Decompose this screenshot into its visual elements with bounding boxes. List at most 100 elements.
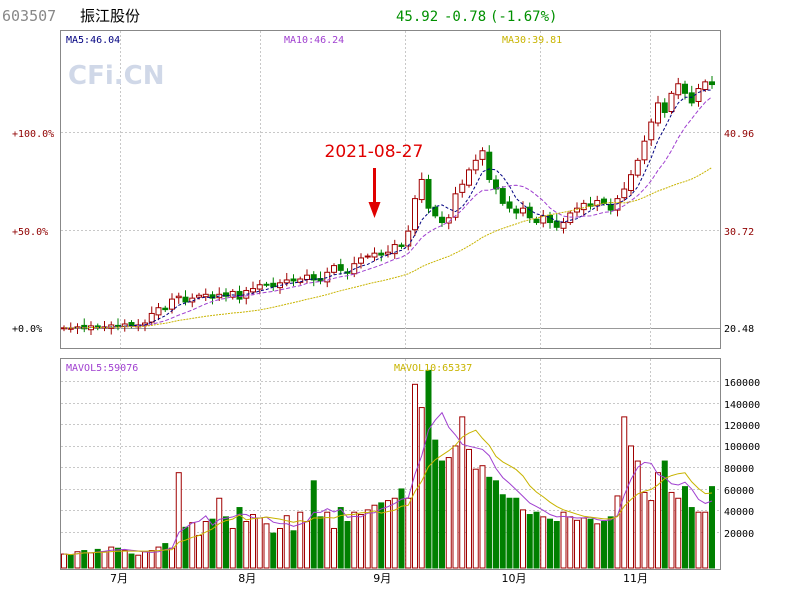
volume-bar-10 — [128, 553, 135, 569]
volume-bar-6 — [101, 551, 108, 569]
candle-body-77 — [580, 202, 587, 211]
candle-71 — [540, 209, 547, 228]
candle-body-40 — [331, 265, 337, 273]
candle-body-13 — [148, 312, 155, 323]
volume-bar-59 — [459, 416, 466, 569]
volume-bar-15 — [162, 543, 169, 569]
candle-9 — [121, 319, 128, 332]
volume-bar-21 — [202, 521, 209, 569]
vol-tick-100000: 100000 — [724, 442, 760, 453]
candle-24 — [223, 288, 229, 302]
volume-bar-3 — [81, 550, 88, 569]
candle-body-25 — [229, 290, 236, 298]
volume-bar-67 — [513, 497, 520, 569]
candle-body-79 — [594, 200, 601, 207]
candle-body-24 — [223, 292, 229, 297]
candle-body-84 — [628, 174, 634, 191]
volume-bar-11 — [135, 554, 142, 569]
candle-body-36 — [304, 274, 310, 280]
volume-bar-73 — [553, 521, 560, 569]
left-tick-100: +100.0% — [12, 129, 54, 140]
volume-bar-61 — [472, 468, 479, 569]
candle-73 — [553, 214, 560, 231]
volume-bar-82 — [614, 495, 621, 569]
volume-bar-87 — [648, 500, 655, 569]
volume-bar-35 — [297, 511, 304, 569]
volume-bar-58 — [452, 445, 459, 569]
candle-body-38 — [317, 278, 324, 282]
volume-bar-56 — [439, 460, 445, 569]
candle-91 — [675, 77, 682, 100]
candle-62 — [479, 147, 486, 166]
volume-bar-78 — [587, 518, 594, 569]
volume-bar-88 — [655, 472, 661, 569]
candle-body-22 — [209, 294, 216, 299]
volume-bars — [61, 369, 715, 569]
volume-bar-89 — [661, 460, 668, 569]
candle-74 — [560, 217, 567, 234]
candle-64 — [493, 175, 499, 195]
volume-bar-0 — [61, 553, 67, 569]
candle-7 — [108, 321, 115, 335]
candle-body-50 — [398, 244, 405, 247]
annotation-arrow-icon — [368, 168, 381, 218]
volume-bar-95 — [702, 511, 709, 569]
volume-bar-27 — [243, 521, 250, 569]
volume-bar-65 — [499, 494, 506, 569]
volume-bar-4 — [88, 552, 94, 569]
mavol10-line — [63, 429, 713, 556]
volume-bar-14 — [155, 546, 162, 569]
candle-87 — [648, 118, 655, 146]
volume-bar-76 — [574, 519, 580, 569]
volume-bar-83 — [621, 416, 628, 569]
volume-bar-70 — [533, 511, 540, 569]
candle-51 — [405, 225, 412, 251]
volume-bar-5 — [94, 548, 101, 569]
candle-body-66 — [506, 201, 513, 209]
volume-bar-85 — [634, 460, 641, 569]
candle-body-89 — [661, 102, 668, 113]
price-panel-frame — [60, 30, 721, 349]
candle-86 — [641, 135, 648, 165]
right-tick-30-72: 30.72 — [724, 227, 754, 238]
candle-body-94 — [695, 88, 702, 102]
month-label-aug: 8月 — [238, 572, 256, 585]
candle-6 — [101, 321, 108, 332]
candle-body-69 — [526, 206, 533, 219]
volume-bar-57 — [445, 457, 452, 569]
candle-47 — [378, 249, 385, 262]
candle-36 — [304, 269, 310, 284]
candle-body-15 — [162, 307, 169, 311]
volume-bar-94 — [695, 511, 702, 569]
legend-ma10: MA10:46.24 — [284, 35, 344, 46]
candle-37 — [310, 271, 317, 287]
volume-bar-49 — [391, 497, 398, 569]
candle-body-81 — [607, 203, 614, 211]
candle-29 — [256, 280, 263, 295]
volume-bar-42 — [344, 521, 351, 569]
candle-body-14 — [155, 307, 162, 316]
candle-49 — [391, 239, 398, 259]
volume-bar-84 — [628, 445, 634, 569]
volume-bar-69 — [526, 514, 533, 569]
candle-54 — [425, 174, 432, 214]
candle-body-53 — [418, 178, 425, 201]
volume-bar-29 — [256, 517, 263, 569]
month-label-jul: 7月 — [110, 572, 128, 585]
candle-46 — [371, 247, 378, 262]
vol-tick-40000: 40000 — [724, 507, 754, 518]
candle-body-85 — [634, 159, 641, 176]
candle-25 — [229, 289, 236, 300]
volume-bar-13 — [148, 550, 155, 569]
candle-body-68 — [520, 207, 526, 214]
candle-32 — [277, 279, 283, 294]
candle-66 — [506, 196, 513, 213]
candle-body-96 — [709, 81, 715, 86]
candle-body-93 — [688, 92, 695, 104]
candle-44 — [358, 253, 364, 269]
candle-body-90 — [668, 92, 675, 113]
volume-panel-frame — [60, 358, 721, 570]
candle-body-75 — [567, 212, 574, 224]
volume-bar-46 — [371, 504, 378, 569]
volume-bar-93 — [688, 507, 695, 569]
